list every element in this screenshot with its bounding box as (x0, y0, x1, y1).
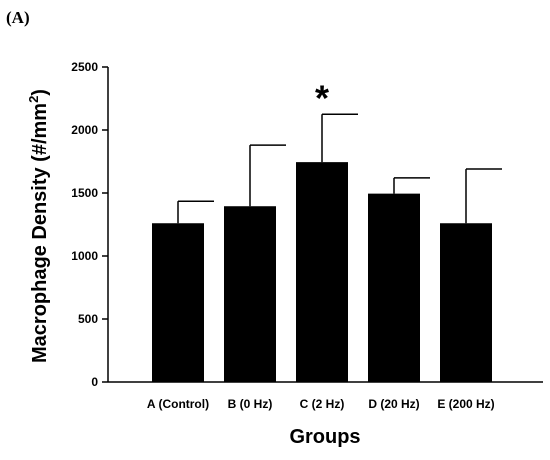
y-tick-label: 1500 (71, 186, 98, 200)
bar (296, 162, 348, 382)
y-tick-label: 2500 (71, 60, 98, 74)
y-tick-label: 500 (78, 312, 98, 326)
bars (152, 162, 492, 382)
y-tick-label: 0 (91, 375, 98, 389)
category-label: C (2 Hz) (300, 397, 345, 411)
bar (440, 223, 492, 382)
error-bars (177, 113, 502, 224)
category-label: E (200 Hz) (437, 397, 494, 411)
category-label: A (Control) (147, 397, 209, 411)
x-axis-category-labels: A (Control) B (0 Hz) C (2 Hz) D (20 Hz) E (2… (147, 397, 495, 411)
bar (152, 223, 204, 382)
y-axis-ticks: 0 500 1000 1500 2000 2500 (71, 60, 108, 389)
significance-marker: * (315, 77, 329, 118)
y-axis-title-superscript: 2 (26, 96, 41, 103)
y-axis-title-suffix: ) (29, 89, 51, 96)
y-axis-title-main: Macrophage Density (#/mm (29, 103, 51, 363)
y-tick-label: 1000 (71, 249, 98, 263)
bar (224, 206, 276, 382)
x-axis-title: Groups (289, 426, 360, 448)
y-tick-label: 2000 (71, 123, 98, 137)
panel-label: (A) (6, 8, 30, 27)
y-axis-title: Macrophage Density (#/mm2) (26, 89, 51, 363)
category-label: B (0 Hz) (228, 397, 273, 411)
category-label: D (20 Hz) (368, 397, 419, 411)
annotations: * (315, 77, 329, 118)
bar (368, 193, 420, 382)
